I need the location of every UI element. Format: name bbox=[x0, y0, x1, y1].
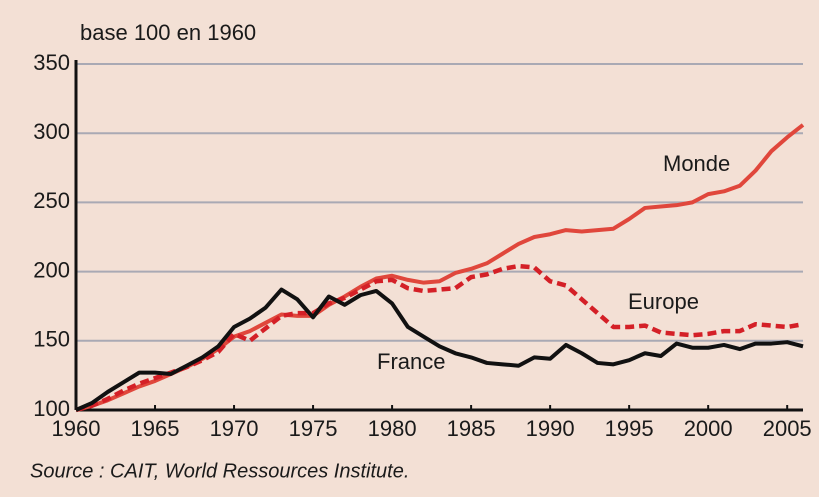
series-label: Monde bbox=[663, 151, 730, 176]
x-tick-label: 1960 bbox=[52, 416, 101, 441]
x-tick-label: 1990 bbox=[526, 416, 575, 441]
x-tick-label: 2005 bbox=[763, 416, 812, 441]
y-tick-label: 150 bbox=[33, 327, 70, 352]
x-tick-label: 1975 bbox=[289, 416, 338, 441]
series-line bbox=[75, 263, 804, 413]
y-tick-label: 300 bbox=[33, 119, 70, 144]
y-tick-label: 200 bbox=[33, 257, 70, 282]
x-tick-label: 1970 bbox=[210, 416, 259, 441]
x-tick-label: 1985 bbox=[447, 416, 496, 441]
x-tick-label: 1980 bbox=[368, 416, 417, 441]
x-tick-label: 2000 bbox=[684, 416, 733, 441]
y-tick-label: 100 bbox=[33, 396, 70, 421]
series-label: Europe bbox=[628, 289, 699, 314]
series-line bbox=[75, 287, 804, 412]
y-tick-label: 250 bbox=[33, 188, 70, 213]
series-label: France bbox=[377, 349, 445, 374]
x-tick-label: 1965 bbox=[131, 416, 180, 441]
y-axis-label: base 100 en 1960 bbox=[80, 20, 256, 45]
x-tick-label: 1995 bbox=[605, 416, 654, 441]
y-tick-label: 350 bbox=[33, 50, 70, 75]
source-note: Source : CAIT, World Ressources Institut… bbox=[30, 460, 409, 482]
